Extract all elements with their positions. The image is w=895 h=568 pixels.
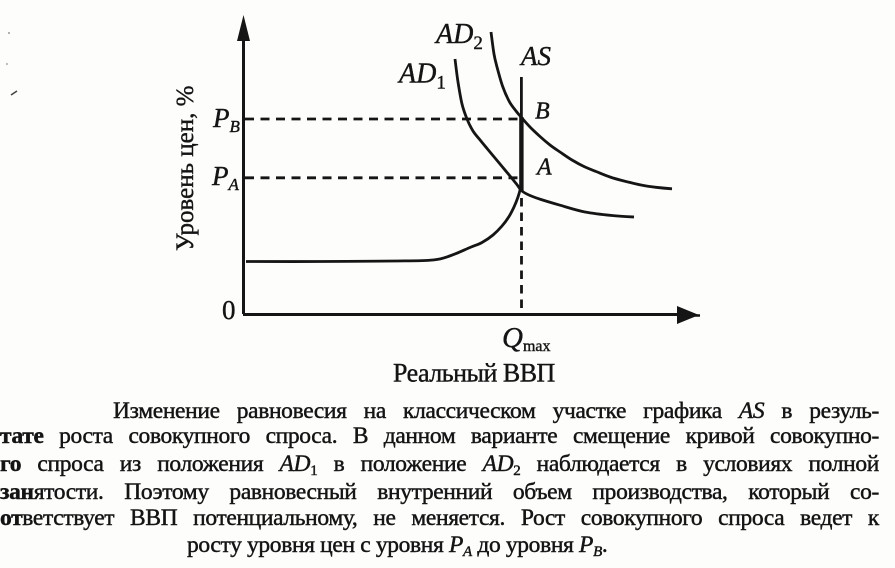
svg-text:AD1: AD1 <box>397 59 446 94</box>
svg-text:Уровень цен, %: Уровень цен, % <box>172 86 199 251</box>
svg-text:A: A <box>535 155 552 181</box>
svg-text:AS: AS <box>519 41 551 71</box>
svg-text:PB: PB <box>212 103 241 136</box>
svg-text:B: B <box>535 99 550 125</box>
svg-text:Реальный ВВП: Реальный ВВП <box>393 359 556 388</box>
svg-text:AD2: AD2 <box>434 19 483 54</box>
svg-text:Qmax: Qmax <box>502 322 551 355</box>
svg-text:PA: PA <box>211 161 240 194</box>
svg-text:0: 0 <box>222 295 236 325</box>
